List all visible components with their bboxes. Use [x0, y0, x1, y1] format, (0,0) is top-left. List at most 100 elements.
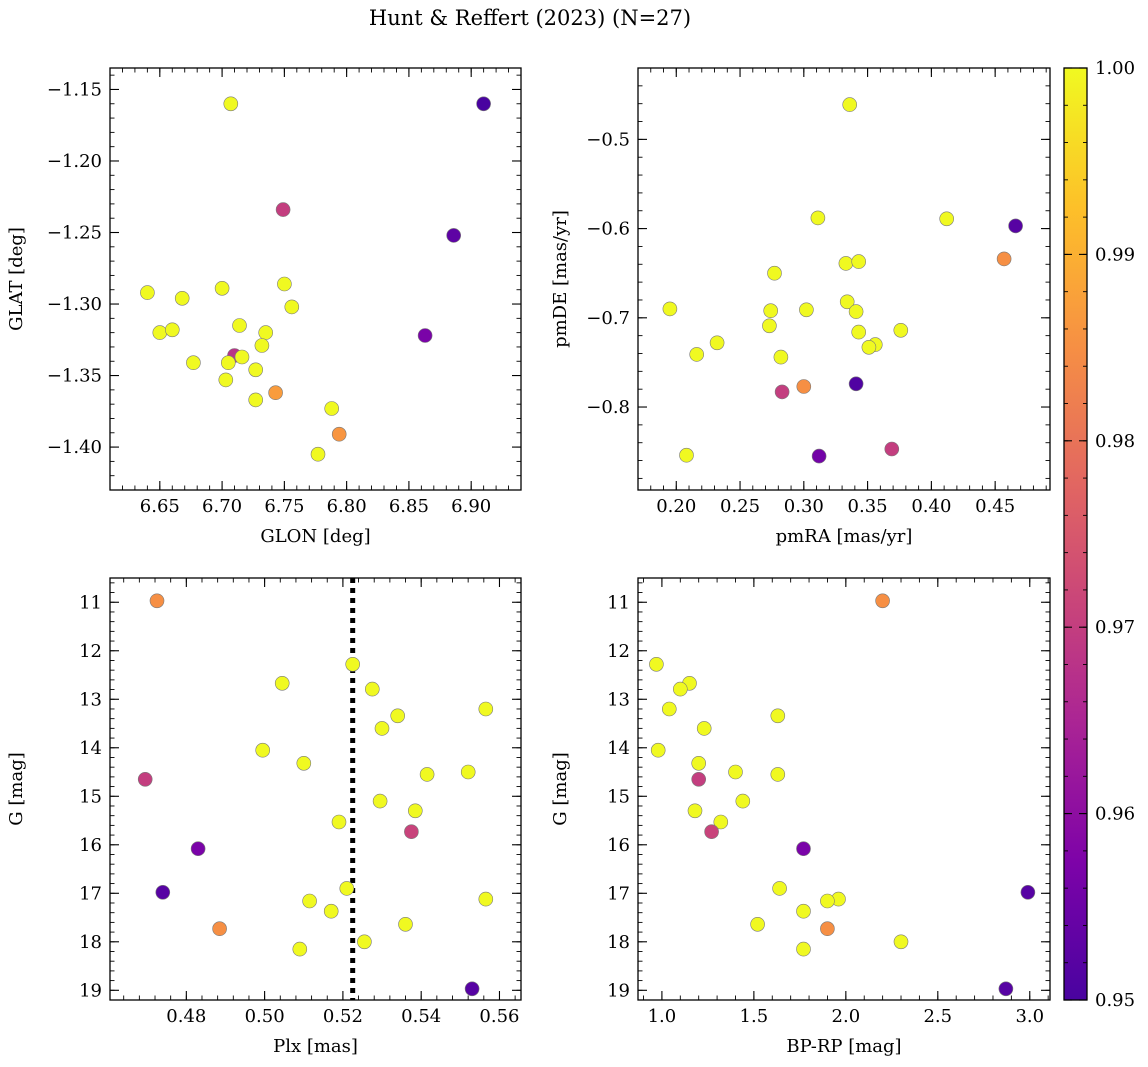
data-point	[248, 392, 263, 408]
x-tick-label: 6.70	[202, 496, 242, 517]
data-point	[357, 934, 372, 950]
data-point	[174, 290, 190, 306]
data-point	[268, 385, 283, 401]
y-tick-label: −1.15	[47, 79, 102, 100]
data-point	[820, 921, 835, 937]
data-point	[884, 441, 900, 457]
x-tick-label: 0.50	[245, 1006, 285, 1027]
data-point	[218, 372, 234, 388]
data-point	[767, 265, 782, 281]
x-tick-label: 2.0	[832, 1006, 861, 1027]
data-point	[713, 814, 729, 830]
points-top-left	[140, 96, 491, 462]
y-axis-label: G [mag]	[550, 752, 571, 825]
data-point	[672, 681, 688, 697]
data-point	[165, 322, 180, 338]
data-point	[770, 708, 786, 724]
y-tick-label: −1.20	[47, 151, 102, 172]
data-point	[152, 325, 168, 340]
x-tick-label: 0.40	[911, 496, 951, 517]
data-point	[770, 767, 786, 782]
panel-bottom-left: 0.48 0.50 0.52 0.54 0.56 11 12 13 14 15 16 17 18 19 Pl…	[6, 577, 522, 1057]
data-point	[258, 325, 274, 340]
data-point	[811, 448, 827, 464]
data-point	[232, 318, 247, 333]
x-tick-label: 6.90	[451, 496, 491, 517]
colorbar-tick-label: 0.99	[1095, 244, 1135, 265]
points-bottom-left	[137, 593, 494, 997]
data-point	[324, 401, 340, 416]
x-tick-label: 3.0	[1015, 1006, 1044, 1027]
data-point	[364, 681, 380, 697]
data-point	[796, 841, 811, 857]
figure-title: Hunt & Reffert (2023) (N=27)	[368, 6, 692, 30]
data-point	[1020, 884, 1036, 900]
y-tick-label: 15	[607, 786, 630, 807]
y-tick-label: −1.25	[47, 223, 102, 244]
data-point	[254, 338, 270, 353]
data-point	[799, 302, 814, 318]
data-point	[407, 803, 423, 819]
data-point	[302, 893, 317, 909]
data-point	[478, 701, 494, 717]
data-point	[696, 721, 712, 736]
y-tick-label: 12	[607, 641, 630, 662]
data-point	[796, 941, 811, 957]
y-tick-label: 11	[79, 592, 102, 613]
data-point	[939, 211, 955, 227]
panel-top-left: 6.65 6.70 6.75 6.80 6.85 6.90 −1.15 −1.20 −1.25 −…	[6, 67, 522, 547]
x-tick-label: 1.5	[740, 1006, 769, 1027]
data-point	[861, 339, 877, 355]
data-point	[662, 301, 678, 317]
y-tick-label: 18	[607, 932, 630, 953]
data-point	[476, 96, 491, 112]
data-point	[417, 328, 433, 343]
data-point	[310, 446, 326, 462]
data-point	[214, 280, 230, 296]
data-point	[446, 228, 462, 243]
data-point	[851, 254, 867, 269]
data-point	[221, 355, 236, 371]
y-tick-label: −1.30	[47, 294, 102, 315]
data-point	[848, 304, 864, 319]
data-point	[691, 755, 707, 771]
y-tick-label: 13	[79, 689, 102, 710]
y-tick-label: −0.7	[586, 308, 630, 329]
data-point	[155, 884, 171, 900]
plot-frame	[637, 67, 1051, 491]
data-point	[478, 891, 494, 907]
x-tick-label: 6.75	[264, 496, 304, 517]
data-point	[140, 285, 155, 300]
data-point	[255, 742, 271, 758]
plot-frame	[637, 577, 1051, 1001]
data-point	[735, 793, 751, 809]
data-point	[404, 824, 419, 840]
data-point	[796, 903, 811, 919]
y-tick-label: −0.8	[586, 397, 630, 418]
data-point	[796, 379, 812, 394]
x-tick-label: 0.54	[401, 1006, 441, 1027]
panel-top-right: 0.20 0.25 0.30 0.35 0.40 0.45 −0.5 −0.6 −0.7 −0.8…	[550, 67, 1051, 547]
colorbar-tick-label: 1.00	[1095, 58, 1135, 79]
points-top-right	[662, 97, 1023, 464]
data-point	[331, 814, 347, 830]
colorbar-gradient	[1063, 67, 1088, 1001]
x-tick-label: 0.35	[848, 496, 888, 517]
data-point	[339, 881, 355, 896]
y-tick-label: 14	[79, 738, 102, 759]
data-point	[893, 322, 909, 338]
data-point	[998, 981, 1014, 997]
x-tick-label: 0.45	[975, 496, 1015, 517]
data-point	[464, 981, 480, 997]
data-point	[419, 767, 435, 782]
x-tick-label: 0.56	[479, 1006, 519, 1027]
data-point	[398, 916, 413, 932]
y-tick-label: 13	[607, 689, 630, 710]
y-tick-label: 19	[607, 980, 630, 1001]
data-point	[223, 96, 239, 112]
data-point	[137, 771, 153, 787]
colorbar-tick-label: 0.98	[1095, 431, 1135, 452]
data-point	[331, 426, 347, 442]
x-axis-label: Plx [mas]	[273, 1036, 358, 1057]
data-point	[750, 916, 765, 932]
